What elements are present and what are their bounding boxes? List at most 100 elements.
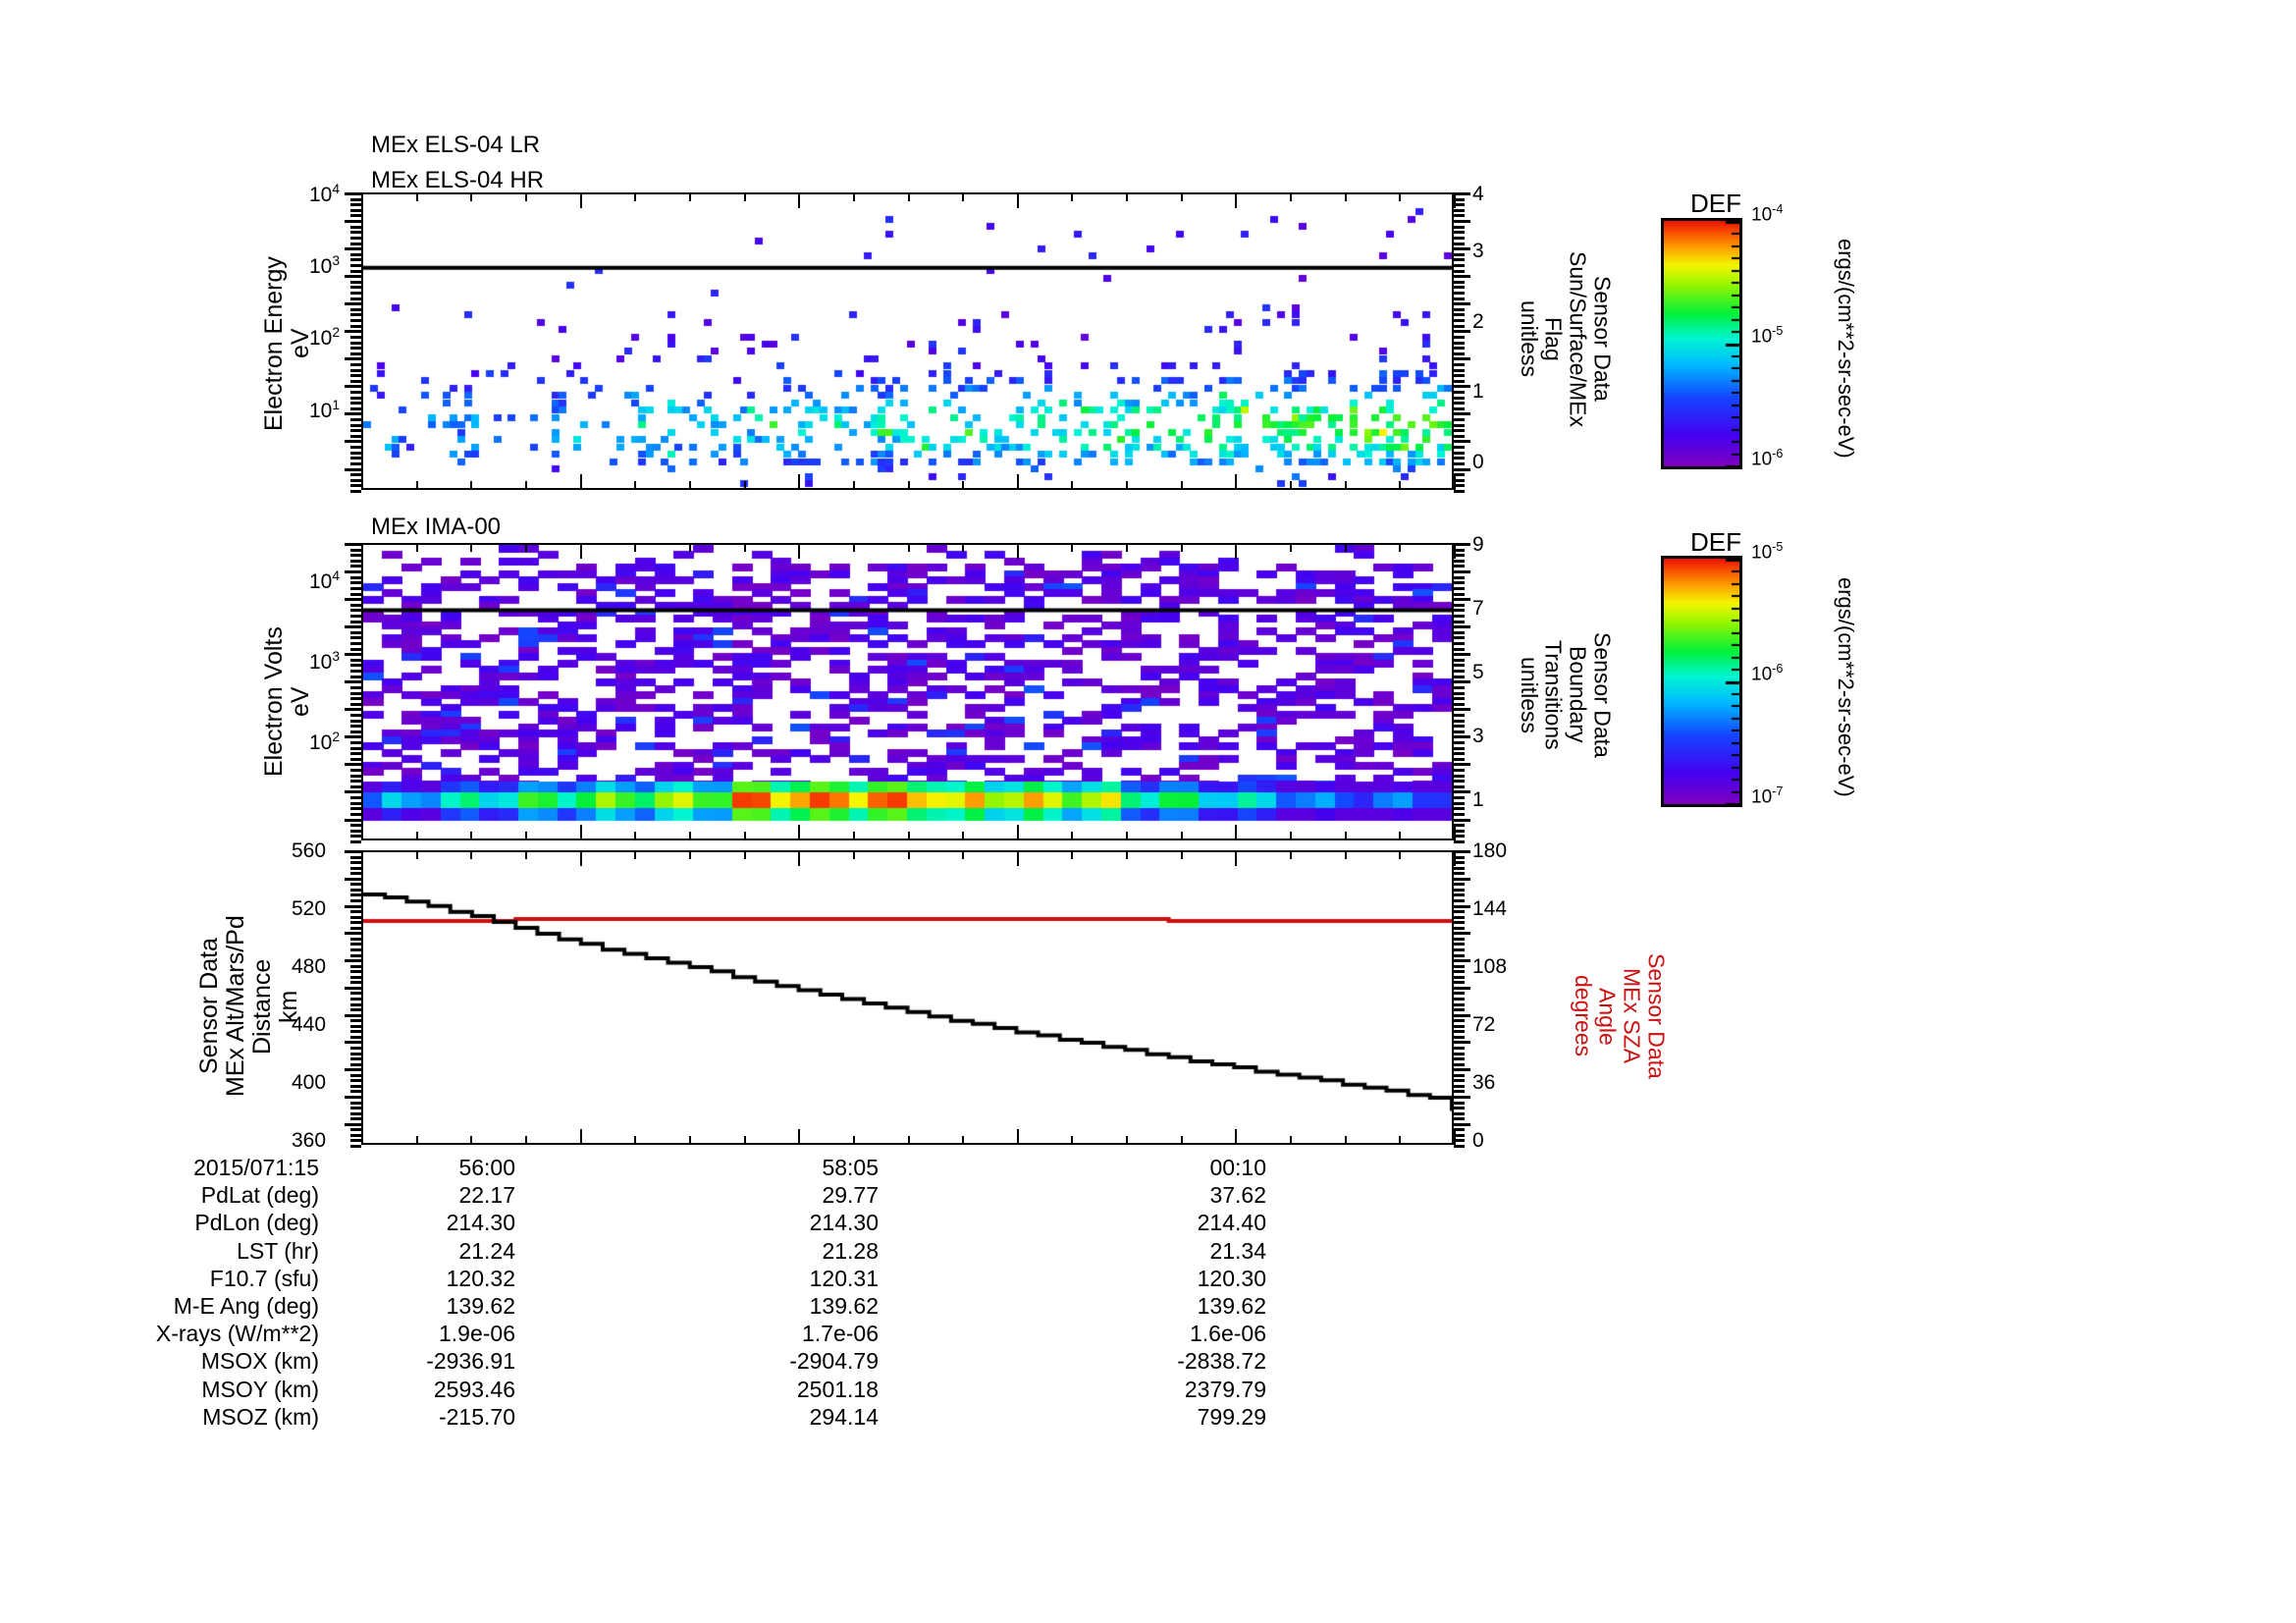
axis-tick bbox=[350, 308, 361, 311]
axis-tick bbox=[1454, 1085, 1465, 1088]
table-cell: 120.32 bbox=[446, 1265, 515, 1291]
colorbar-els-unit: ergs/(cm**2-sr-sec-eV) bbox=[1833, 239, 1858, 459]
panel-altitude-sza[interactable] bbox=[361, 850, 1454, 1145]
axis-tick bbox=[1454, 275, 1470, 278]
axis-tick bbox=[1454, 286, 1465, 289]
axis-tick bbox=[853, 481, 855, 490]
panel-ima-spectrogram[interactable] bbox=[361, 543, 1454, 840]
axis-tick bbox=[350, 462, 361, 465]
axis-tick bbox=[345, 302, 361, 305]
axis-tick bbox=[1454, 484, 1465, 487]
axis-tick bbox=[1454, 231, 1465, 234]
axis-tick bbox=[744, 832, 746, 840]
axis-tick bbox=[1454, 932, 1470, 935]
axis-tick bbox=[1454, 474, 1456, 490]
table-cell: 29.77 bbox=[822, 1182, 879, 1209]
colorbar-els-title: DEF bbox=[1690, 189, 1741, 218]
axis-tick bbox=[1454, 203, 1465, 206]
axis-tick bbox=[350, 435, 361, 438]
axis-tick bbox=[1399, 850, 1401, 859]
axis-tick bbox=[350, 336, 361, 339]
axis-tick bbox=[350, 587, 361, 590]
axis-tick bbox=[350, 1117, 361, 1120]
axis-tick bbox=[350, 581, 361, 584]
colorbar-ima bbox=[1661, 556, 1742, 807]
axis-tick bbox=[1454, 220, 1470, 223]
axis-tick bbox=[350, 1139, 361, 1142]
axis-tick bbox=[350, 380, 361, 383]
axis-tick bbox=[689, 543, 691, 552]
axis-tick bbox=[1454, 927, 1465, 930]
axis-tick bbox=[350, 893, 361, 896]
axis-tick bbox=[1454, 948, 1465, 951]
axis-tick bbox=[1290, 543, 1292, 552]
axis-tick bbox=[361, 825, 363, 840]
alt-ytick-360: 360 bbox=[292, 1129, 327, 1152]
table-cell: -2838.72 bbox=[1177, 1348, 1266, 1375]
table-cell: 139.62 bbox=[446, 1293, 515, 1319]
alt-y-axis-label: Sensor Data MEx Alt/Mars/Pd Distance km bbox=[195, 915, 302, 1098]
axis-tick bbox=[1290, 481, 1292, 490]
axis-tick bbox=[1454, 429, 1465, 432]
axis-tick bbox=[350, 872, 361, 875]
axis-tick bbox=[744, 192, 746, 201]
table-cell: 1.9e-06 bbox=[438, 1321, 515, 1347]
ima-y-axis-label: Electron Volts eV bbox=[260, 626, 314, 778]
axis-tick bbox=[350, 631, 361, 634]
axis-tick bbox=[1454, 325, 1465, 328]
axis-tick bbox=[1454, 1107, 1465, 1109]
axis-tick bbox=[416, 832, 418, 840]
ima-ytick-right-9: 9 bbox=[1472, 533, 1484, 556]
axis-tick bbox=[744, 481, 746, 490]
axis-tick bbox=[345, 819, 361, 822]
axis-tick bbox=[1454, 253, 1465, 256]
axis-tick bbox=[1454, 391, 1465, 394]
colorbar-ima-title: DEF bbox=[1690, 527, 1741, 557]
axis-tick bbox=[1454, 861, 1465, 864]
axis-tick bbox=[1454, 910, 1465, 913]
axis-tick bbox=[908, 543, 910, 552]
axis-tick bbox=[350, 565, 361, 568]
axis-tick bbox=[1181, 481, 1183, 490]
axis-tick bbox=[350, 954, 361, 957]
axis-tick bbox=[350, 446, 361, 449]
axis-tick bbox=[350, 730, 361, 733]
axis-tick bbox=[1454, 686, 1465, 689]
axis-tick bbox=[345, 468, 361, 471]
sza-ytick-0: 0 bbox=[1472, 1129, 1484, 1152]
axis-tick bbox=[345, 543, 361, 546]
panel-els-spectrogram[interactable] bbox=[361, 192, 1454, 490]
axis-tick bbox=[350, 1019, 361, 1022]
axis-tick bbox=[1454, 1030, 1465, 1033]
axis-tick bbox=[350, 429, 361, 432]
axis-tick bbox=[470, 543, 472, 552]
axis-tick bbox=[345, 653, 361, 656]
axis-tick bbox=[350, 1090, 361, 1093]
colorbar-els-tick-bottom: 10-6 bbox=[1751, 447, 1784, 470]
axis-tick bbox=[350, 479, 361, 482]
axis-tick bbox=[1454, 825, 1456, 840]
axis-tick bbox=[1345, 192, 1347, 201]
axis-tick bbox=[1454, 653, 1470, 656]
axis-tick bbox=[1454, 659, 1465, 662]
axis-tick bbox=[580, 543, 582, 559]
axis-tick bbox=[350, 835, 361, 838]
axis-tick bbox=[350, 659, 361, 662]
colorbar-ima-tick-top: 10-5 bbox=[1751, 540, 1784, 564]
axis-tick bbox=[350, 292, 361, 295]
axis-tick bbox=[1071, 850, 1073, 859]
axis-tick bbox=[350, 938, 361, 941]
axis-tick bbox=[350, 899, 361, 902]
axis-tick bbox=[350, 714, 361, 717]
axis-tick bbox=[1454, 598, 1470, 601]
axis-tick bbox=[1454, 752, 1465, 755]
axis-tick bbox=[1454, 313, 1465, 316]
axis-tick bbox=[350, 352, 361, 355]
table-row-label: LST (hr) bbox=[237, 1237, 319, 1264]
axis-tick bbox=[350, 676, 361, 678]
axis-tick bbox=[1454, 1112, 1465, 1115]
axis-tick bbox=[1454, 720, 1465, 723]
axis-tick bbox=[1454, 1063, 1465, 1066]
axis-tick bbox=[962, 1136, 964, 1145]
axis-tick bbox=[1454, 872, 1465, 875]
